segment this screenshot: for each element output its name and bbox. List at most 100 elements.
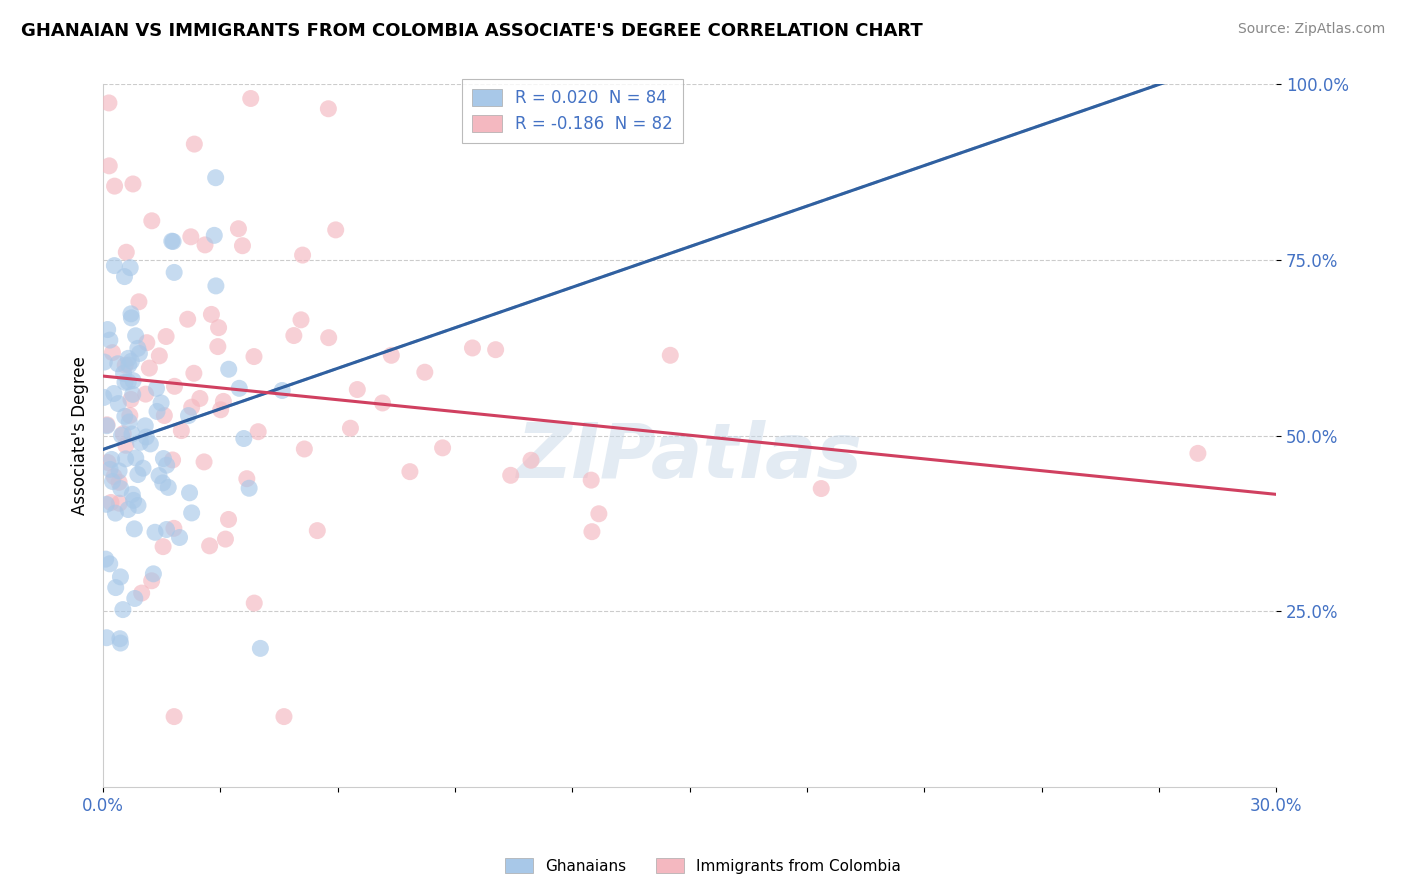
Point bbox=[273, 709, 295, 723]
Point bbox=[169, 531, 191, 545]
Point bbox=[120, 260, 142, 275]
Point bbox=[118, 415, 141, 429]
Point bbox=[156, 458, 179, 473]
Point bbox=[207, 340, 229, 354]
Point bbox=[163, 265, 186, 279]
Point bbox=[170, 424, 193, 438]
Point bbox=[98, 159, 121, 173]
Point bbox=[202, 228, 225, 243]
Point bbox=[114, 269, 136, 284]
Point bbox=[98, 333, 121, 347]
Point bbox=[307, 524, 329, 538]
Point bbox=[183, 366, 205, 380]
Point bbox=[209, 402, 232, 417]
Point bbox=[371, 396, 394, 410]
Text: Source: ZipAtlas.com: Source: ZipAtlas.com bbox=[1237, 22, 1385, 37]
Point bbox=[111, 602, 134, 616]
Point bbox=[100, 495, 122, 509]
Point bbox=[200, 307, 222, 321]
Point bbox=[143, 525, 166, 540]
Point bbox=[155, 329, 177, 343]
Point bbox=[108, 464, 131, 478]
Point bbox=[180, 229, 202, 244]
Point bbox=[194, 238, 217, 252]
Point bbox=[380, 348, 402, 362]
Point bbox=[96, 631, 118, 645]
Point bbox=[98, 557, 121, 571]
Point bbox=[101, 345, 124, 359]
Point bbox=[188, 392, 211, 406]
Point bbox=[110, 570, 132, 584]
Point bbox=[218, 512, 240, 526]
Point bbox=[138, 361, 160, 376]
Point bbox=[163, 521, 186, 535]
Point bbox=[103, 386, 125, 401]
Point bbox=[283, 328, 305, 343]
Point bbox=[141, 214, 163, 228]
Point bbox=[142, 566, 165, 581]
Point bbox=[96, 417, 118, 432]
Point bbox=[131, 586, 153, 600]
Point bbox=[247, 425, 270, 439]
Point bbox=[97, 455, 120, 469]
Point bbox=[146, 404, 169, 418]
Point bbox=[135, 430, 157, 444]
Text: ZIPatlas: ZIPatlas bbox=[516, 420, 863, 493]
Point bbox=[180, 400, 202, 414]
Point bbox=[110, 636, 132, 650]
Point bbox=[160, 234, 183, 248]
Point bbox=[238, 481, 260, 495]
Point bbox=[232, 432, 254, 446]
Point bbox=[121, 487, 143, 501]
Point bbox=[346, 383, 368, 397]
Point bbox=[243, 596, 266, 610]
Point bbox=[1187, 446, 1209, 460]
Point bbox=[103, 259, 125, 273]
Point bbox=[162, 235, 184, 249]
Point bbox=[153, 409, 176, 423]
Point bbox=[103, 179, 125, 194]
Point bbox=[125, 450, 148, 465]
Point bbox=[291, 248, 314, 262]
Point bbox=[114, 376, 136, 390]
Point bbox=[228, 381, 250, 395]
Point bbox=[249, 641, 271, 656]
Point bbox=[93, 391, 115, 405]
Point bbox=[108, 496, 131, 510]
Point bbox=[204, 170, 226, 185]
Point bbox=[128, 294, 150, 309]
Point bbox=[193, 455, 215, 469]
Point bbox=[588, 507, 610, 521]
Point bbox=[124, 591, 146, 606]
Point bbox=[122, 374, 145, 388]
Point bbox=[150, 396, 173, 410]
Point bbox=[214, 532, 236, 546]
Point bbox=[104, 506, 127, 520]
Point bbox=[121, 387, 143, 401]
Point bbox=[318, 102, 340, 116]
Point bbox=[104, 581, 127, 595]
Legend: Ghanaians, Immigrants from Colombia: Ghanaians, Immigrants from Colombia bbox=[499, 852, 907, 880]
Point bbox=[118, 358, 141, 372]
Point bbox=[103, 469, 125, 483]
Point bbox=[114, 438, 136, 452]
Point bbox=[97, 95, 120, 110]
Point bbox=[96, 497, 118, 511]
Point bbox=[114, 451, 136, 466]
Point bbox=[122, 177, 145, 191]
Point bbox=[120, 307, 142, 321]
Point bbox=[157, 480, 180, 494]
Point bbox=[110, 428, 132, 442]
Point bbox=[141, 574, 163, 588]
Point bbox=[107, 396, 129, 410]
Point bbox=[499, 468, 522, 483]
Point bbox=[198, 539, 221, 553]
Point bbox=[110, 482, 132, 496]
Point bbox=[132, 461, 155, 475]
Point bbox=[112, 426, 135, 441]
Point bbox=[432, 441, 454, 455]
Point bbox=[96, 418, 118, 433]
Point bbox=[579, 473, 602, 487]
Point bbox=[325, 223, 347, 237]
Point bbox=[205, 279, 228, 293]
